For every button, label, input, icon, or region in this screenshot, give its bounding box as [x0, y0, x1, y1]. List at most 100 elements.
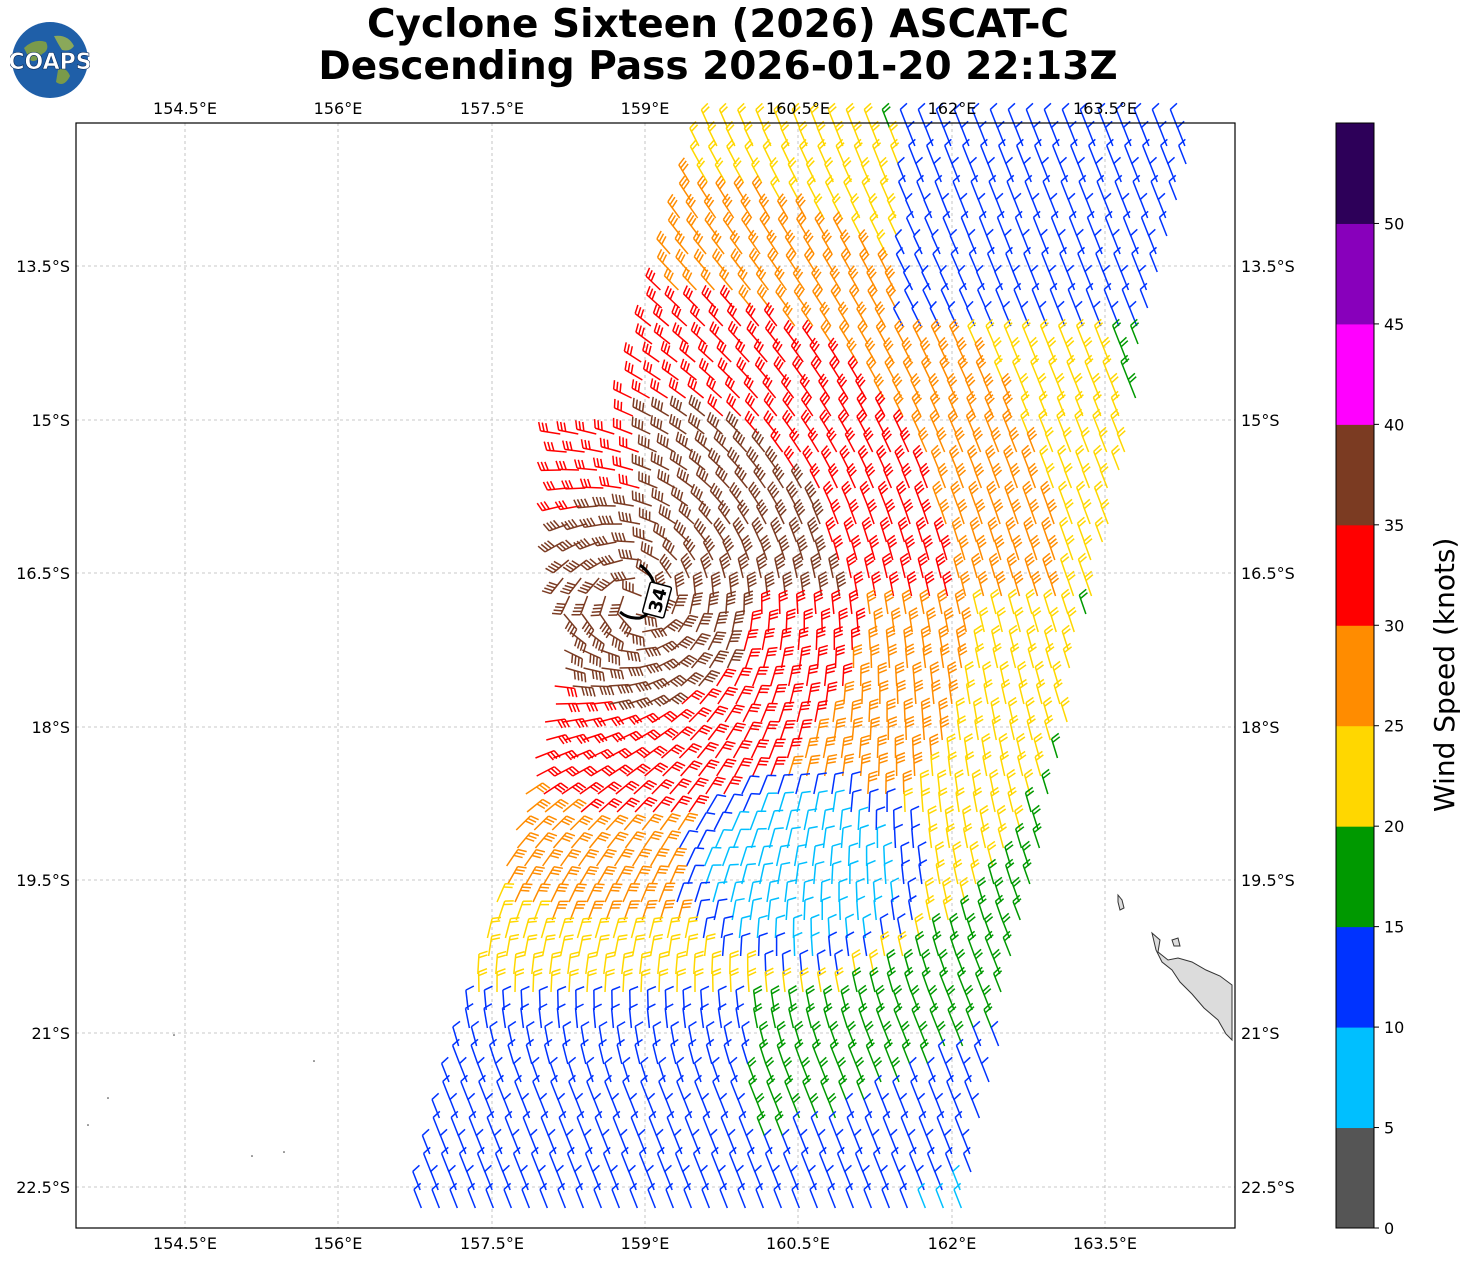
wind-barb [591, 535, 617, 547]
wind-barb [747, 1056, 757, 1083]
wind-barb [694, 881, 711, 903]
wind-barb [991, 948, 1001, 975]
wind-barb [762, 646, 778, 669]
wind-barb [929, 1002, 939, 1029]
wind-barb [496, 968, 506, 993]
colorbar-segment [1336, 323, 1374, 425]
wind-barb [952, 174, 962, 201]
wind-barb [819, 409, 831, 435]
wind-barb [576, 917, 593, 939]
wind-barb [687, 864, 705, 885]
wind-barb [604, 1056, 613, 1083]
wind-barb [815, 626, 826, 651]
wind-barb [1075, 228, 1085, 255]
wind-barb [696, 741, 719, 759]
wind-barb [698, 759, 720, 777]
wind-barb [611, 493, 634, 507]
wind-barb [550, 883, 569, 903]
wind-barb [866, 859, 876, 885]
wind-barb [737, 1092, 747, 1119]
colorbar-tick: 35 [1384, 516, 1404, 535]
wind-barb [829, 355, 842, 381]
wind-barb [525, 865, 545, 885]
wind-barb [826, 1164, 835, 1191]
wind-barb [999, 750, 1010, 777]
wind-barb [792, 355, 805, 381]
wind-barb [813, 589, 824, 615]
wind-barb [1048, 570, 1060, 597]
wind-barb [862, 931, 872, 957]
wind-barb [838, 607, 849, 633]
wind-barb [611, 985, 621, 1011]
wind-barb [1024, 786, 1035, 813]
wind-barb [804, 247, 816, 273]
wind-barb [475, 1128, 485, 1155]
wind-barb [587, 900, 605, 921]
wind-barb [693, 248, 708, 273]
wind-barb [726, 393, 742, 417]
wind-barb [529, 1128, 539, 1155]
wind-barb [1059, 516, 1069, 543]
wind-barb [600, 649, 621, 666]
wind-barb [947, 751, 957, 777]
wind-barb [781, 967, 792, 993]
wind-barb [1056, 300, 1066, 327]
wind-barb [751, 175, 764, 201]
wind-barb [747, 229, 761, 255]
wind-barb [1066, 570, 1076, 597]
wind-barb [1007, 102, 1017, 129]
wind-barb [565, 667, 587, 683]
wind-barb [808, 1164, 817, 1191]
wind-barb [980, 1056, 990, 1083]
wind-barb [1110, 444, 1121, 471]
wind-barb [477, 950, 488, 975]
wind-barb [1051, 138, 1061, 165]
wind-barb [946, 1074, 955, 1101]
wind-barb [536, 461, 562, 472]
wind-barb [877, 752, 889, 777]
wind-barb [442, 1074, 451, 1101]
wind-barb [879, 174, 890, 201]
wind-barb [669, 864, 687, 885]
wind-barb [687, 376, 705, 399]
wind-barb [667, 933, 681, 957]
wind-barb [879, 516, 891, 543]
lat-label-right: 15°S [1241, 411, 1280, 430]
wind-barb [840, 247, 852, 273]
wind-barb [649, 933, 664, 957]
wind-barb [737, 102, 747, 129]
wind-barb [742, 703, 762, 723]
wind-barb [751, 428, 766, 453]
lon-label-top: 154.5°E [153, 99, 217, 118]
wind-barb [779, 719, 796, 741]
wind-barb [707, 591, 720, 615]
wind-barb [1122, 120, 1132, 147]
wind-barb [631, 934, 646, 957]
wind-barb [779, 627, 792, 651]
wind-barb [991, 714, 1002, 741]
wind-barb [937, 1038, 947, 1065]
wind-barb [974, 966, 985, 993]
wind-barb [922, 643, 933, 669]
wind-barb [664, 985, 674, 1011]
wind-barb [1069, 138, 1079, 165]
wind-barb [818, 1146, 828, 1173]
wind-barb [1068, 210, 1078, 237]
wind-barb [542, 519, 569, 532]
wind-barb [920, 625, 931, 651]
wind-barb [602, 1146, 612, 1173]
wind-barb [559, 934, 574, 957]
wind-barb [989, 786, 1000, 813]
wind-barb [859, 247, 870, 273]
wind-barb [859, 662, 870, 687]
wind-barb [555, 702, 580, 713]
wind-barb [832, 789, 845, 813]
wind-barb [722, 211, 736, 237]
wind-barb [956, 498, 968, 525]
wind-barb [1085, 282, 1095, 309]
wind-barb [813, 772, 827, 795]
wind-barb [977, 570, 988, 597]
wind-barb [842, 156, 852, 183]
wind-barb [647, 1092, 657, 1119]
wind-barb [883, 841, 893, 867]
